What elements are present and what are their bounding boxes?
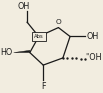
Polygon shape bbox=[14, 50, 30, 53]
Bar bbox=[32, 32, 46, 41]
Text: O: O bbox=[56, 19, 61, 25]
Text: F: F bbox=[41, 82, 46, 91]
Text: OH: OH bbox=[17, 2, 30, 11]
Text: OH: OH bbox=[86, 32, 98, 41]
Text: ''OH: ''OH bbox=[85, 53, 102, 62]
Text: HO: HO bbox=[1, 48, 13, 57]
Text: Abs: Abs bbox=[34, 34, 44, 39]
